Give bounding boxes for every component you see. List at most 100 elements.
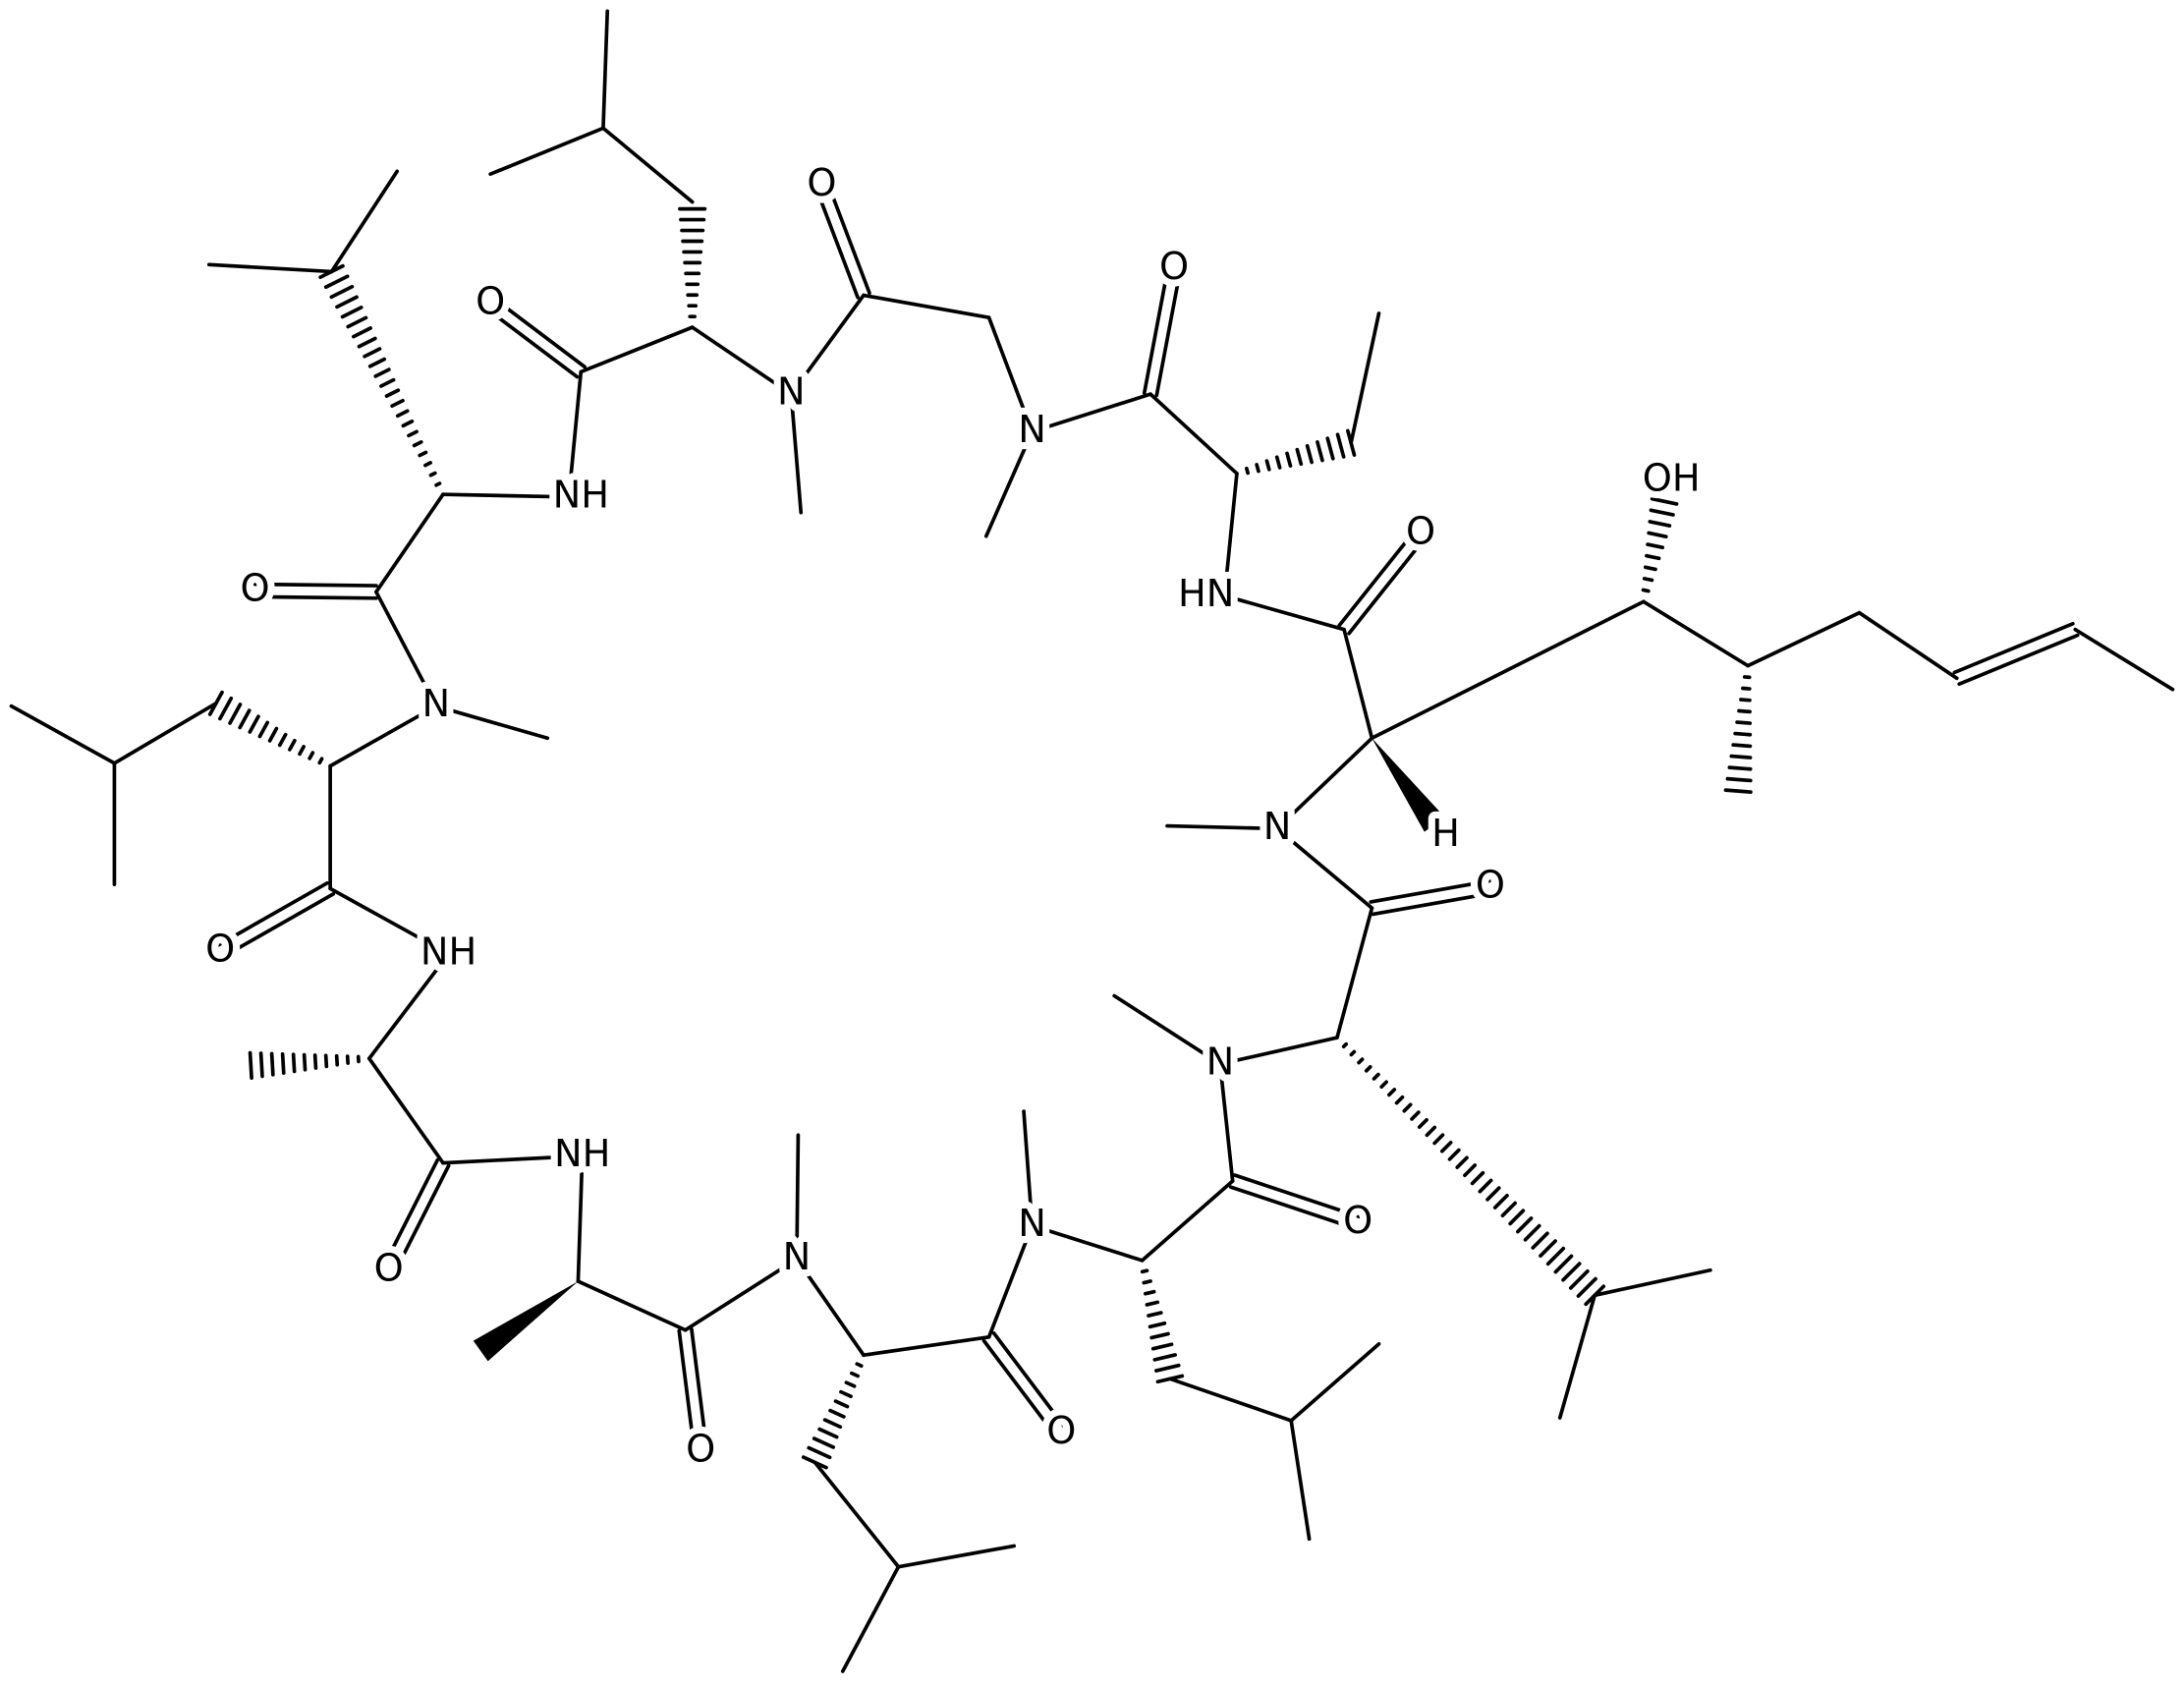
hashed-wedge-bond — [1553, 1254, 1574, 1274]
hashed-wedge-bond — [839, 1389, 853, 1399]
atom-label: NH — [420, 929, 476, 974]
single-bond — [329, 169, 400, 274]
hashed-wedge-bond — [1478, 1178, 1493, 1194]
hashed-wedge-bond — [1492, 1193, 1509, 1210]
double-bond — [215, 880, 329, 948]
double-bond — [813, 185, 860, 300]
hashed-wedge-bond — [817, 1427, 839, 1439]
hashed-wedge-bond — [1568, 1268, 1590, 1290]
double-bond — [1369, 878, 1491, 904]
wedge-bond — [1372, 738, 1445, 832]
hashed-wedge-bond — [302, 1052, 308, 1072]
hashed-wedge-bond — [412, 440, 423, 448]
single-bond — [986, 1223, 1035, 1339]
hashed-wedge-bond — [218, 696, 234, 721]
hashed-wedge-bond — [269, 1051, 275, 1077]
hashed-wedge-bond — [1649, 508, 1675, 517]
hashed-wedge-bond — [812, 1436, 836, 1449]
atom-label: N — [1263, 805, 1292, 849]
double-bond — [1154, 267, 1183, 398]
double-bond — [1957, 633, 2080, 687]
single-bond — [983, 429, 1035, 538]
hashed-wedge-bond — [428, 471, 437, 478]
atom-label: O — [1406, 509, 1435, 553]
hashed-wedge-bond — [1741, 686, 1752, 691]
hashed-wedge-bond — [351, 326, 372, 339]
hashed-wedge-bond — [1447, 1148, 1461, 1161]
single-bond — [1218, 1062, 1235, 1183]
hashed-wedge-bond — [1737, 708, 1752, 714]
single-bond — [862, 293, 991, 320]
double-bond — [252, 594, 378, 600]
single-bond — [1289, 1342, 1381, 1423]
single-bond — [374, 590, 438, 708]
hashed-wedge-bond — [807, 1445, 832, 1460]
single-bond — [789, 293, 866, 396]
hashed-wedge-bond — [1149, 1331, 1170, 1340]
single-bond — [488, 126, 605, 177]
double-bond — [1952, 621, 2075, 675]
hashed-wedge-bond — [850, 1371, 861, 1379]
hashed-wedge-bond — [1647, 531, 1668, 538]
hashed-wedge-bond — [1485, 1186, 1501, 1202]
hashed-wedge-bond — [379, 377, 396, 388]
single-bond — [1557, 1293, 1597, 1420]
hashed-wedge-bond — [317, 757, 324, 765]
hashed-wedge-bond — [434, 481, 442, 487]
hashed-wedge-bond — [340, 306, 364, 319]
hashed-wedge-bond — [1727, 765, 1753, 771]
hashed-wedge-bond — [1417, 1117, 1428, 1129]
single-bond — [601, 126, 695, 204]
hashed-wedge-bond — [1341, 1041, 1349, 1049]
single-bond — [206, 262, 334, 274]
hashed-wedge-bond — [1305, 443, 1314, 465]
hashed-wedge-bond — [1148, 1321, 1167, 1329]
single-bond — [576, 1279, 688, 1332]
hashed-wedge-bond — [1142, 1279, 1152, 1285]
single-bond — [1746, 610, 1862, 668]
hashed-wedge-bond — [346, 315, 368, 329]
atom-label: NH — [554, 1132, 610, 1176]
hashed-wedge-bond — [1645, 553, 1661, 561]
single-bond — [1148, 392, 1239, 476]
hashed-wedge-bond — [1394, 1095, 1405, 1105]
double-bond — [1142, 265, 1170, 395]
hashed-wedge-bond — [1410, 1110, 1421, 1121]
atom-label: O — [1046, 1409, 1076, 1453]
single-bond — [690, 325, 794, 396]
atom-label: O — [1159, 245, 1189, 289]
hashed-wedge-bond — [1140, 1268, 1149, 1274]
single-bond — [1030, 392, 1152, 434]
single-bond — [434, 703, 550, 741]
single-bond — [1275, 826, 1374, 911]
hashed-wedge-bond — [1523, 1223, 1541, 1242]
atom-label: O — [241, 567, 270, 611]
single-bond — [112, 701, 218, 765]
hashed-wedge-bond — [1646, 542, 1665, 550]
double-bond — [252, 582, 378, 588]
atom-label: O — [807, 161, 836, 205]
hashed-wedge-bond — [1372, 1072, 1380, 1081]
hashed-wedge-bond — [334, 1053, 340, 1067]
single-bond — [374, 492, 445, 594]
hashed-wedge-bond — [335, 295, 359, 309]
double-bond — [1371, 891, 1493, 917]
single-bond — [441, 1153, 585, 1165]
hashed-wedge-bond — [1274, 455, 1282, 470]
hashed-wedge-bond — [422, 461, 432, 468]
single-bond — [328, 886, 451, 956]
hashed-wedge-bond — [395, 409, 410, 419]
double-bond — [677, 1328, 697, 1454]
single-bond — [1289, 1418, 1312, 1542]
single-bond — [862, 1334, 991, 1358]
single-bond — [2073, 627, 2175, 692]
atom-label: N — [783, 1235, 812, 1279]
single-bond — [789, 392, 804, 515]
single-bond — [683, 1257, 799, 1332]
hashed-wedge-bond — [855, 1362, 864, 1368]
wedge-bond — [473, 1281, 579, 1362]
single-bond — [328, 703, 438, 768]
hashed-wedge-bond — [1642, 577, 1654, 583]
